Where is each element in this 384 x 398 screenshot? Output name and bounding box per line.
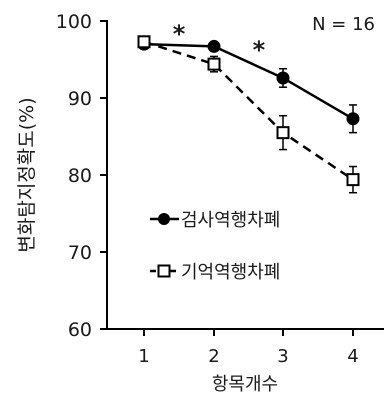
- legend: 검사역행차폐 기억역행차폐: [150, 210, 280, 283]
- y-ticks: 100 90 80 70 60: [56, 11, 107, 341]
- x-axis-label: 항목개수: [212, 374, 278, 395]
- y-tick-label: 60: [68, 319, 92, 341]
- series-line-1: [143, 42, 354, 120]
- legend-label-2: 기억역행차폐: [181, 262, 280, 283]
- x-ticks: 1 2 3 4: [138, 329, 359, 367]
- significance-layer: **: [173, 20, 266, 64]
- y-tick-label: 100: [56, 11, 92, 33]
- x-tick-label: 3: [277, 346, 288, 367]
- n-annotation: N = 16: [312, 14, 375, 35]
- y-axis-label: 변화탐지정확도(%): [16, 97, 38, 252]
- significance-marker: *: [173, 20, 186, 48]
- legend-item-series-1: 검사역행차폐: [150, 210, 280, 231]
- series-1: [137, 37, 360, 134]
- y-tick-label: 90: [68, 88, 92, 110]
- series-layer: [137, 35, 360, 194]
- x-tick-label: 2: [208, 346, 219, 367]
- series-2: [137, 35, 360, 194]
- legend-swatch-marker-1: [158, 213, 170, 225]
- data-point: [346, 173, 360, 187]
- legend-swatch-marker-2: [157, 264, 171, 278]
- data-point: [346, 112, 360, 126]
- x-tick-label: 1: [138, 346, 149, 367]
- data-point: [276, 71, 290, 85]
- y-tick-label: 70: [68, 242, 92, 264]
- data-point: [137, 35, 151, 49]
- data-point: [207, 57, 221, 71]
- series-line-2: [143, 40, 354, 181]
- data-point: [276, 126, 290, 140]
- legend-item-series-2: 기억역행차폐: [150, 262, 280, 283]
- significance-marker: *: [253, 36, 266, 64]
- data-point: [207, 39, 221, 53]
- x-tick-label: 4: [347, 346, 358, 367]
- y-tick-label: 80: [68, 165, 92, 187]
- legend-label-1: 검사역행차폐: [181, 210, 280, 231]
